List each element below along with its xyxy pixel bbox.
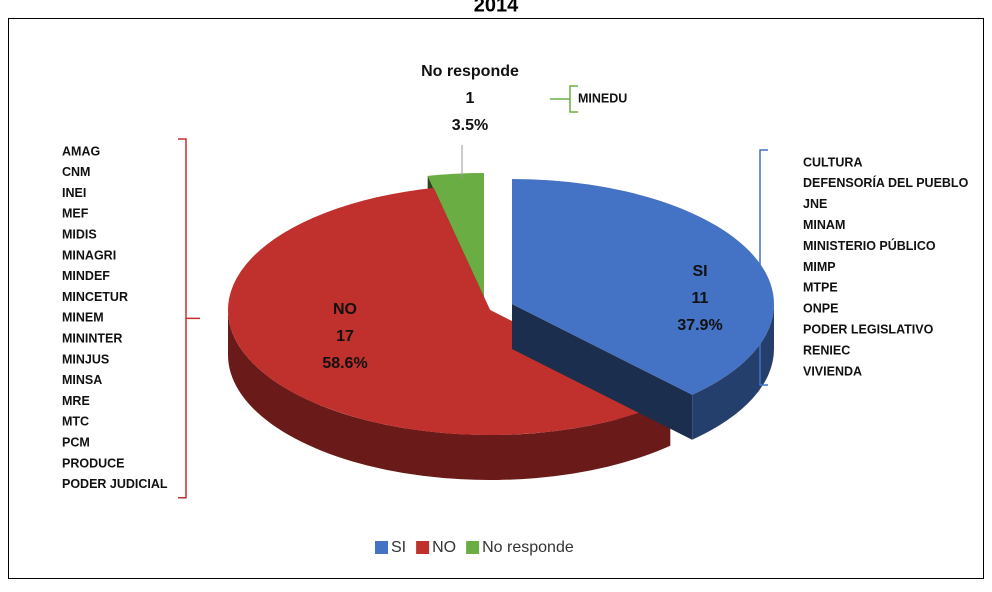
member-name: MINSA — [62, 373, 102, 387]
member-name: MRE — [62, 394, 90, 408]
member-name: RENIEC — [803, 343, 850, 357]
member-name: PODER LEGISLATIVO — [803, 322, 934, 336]
bracket — [755, 149, 768, 386]
pie-slice — [228, 187, 671, 435]
slice-label-percent: 58.6% — [322, 355, 367, 372]
legend-label: NO — [432, 539, 456, 556]
member-name: MIDIS — [62, 227, 97, 241]
legend-swatch — [466, 541, 480, 554]
legend-label: SI — [391, 539, 406, 556]
member-name: DEFENSORÍA DEL PUEBLO — [803, 175, 969, 190]
member-name: MINDEF — [62, 269, 110, 283]
chart-title: 2014 — [474, 0, 519, 16]
chart-frame — [8, 18, 984, 579]
member-name: PRODUCE — [62, 456, 125, 470]
member-name: MINEDU — [578, 91, 627, 105]
member-name: MTC — [62, 415, 89, 429]
member-name: INEI — [62, 186, 86, 200]
slice-label-name: NO — [333, 301, 357, 318]
member-name: MEF — [62, 207, 89, 221]
bracket — [550, 85, 578, 113]
slice-label-value: 17 — [336, 328, 354, 345]
slice-label-percent: 3.5% — [452, 117, 488, 134]
member-name: PODER JUDICIAL — [62, 477, 168, 491]
member-name: MIMP — [803, 260, 836, 274]
member-name: MINEM — [62, 311, 104, 325]
legend-label: No responde — [482, 539, 574, 556]
bracket — [178, 138, 200, 499]
member-name: PCM — [62, 435, 90, 449]
legend-swatch — [416, 541, 430, 554]
legend-swatch — [375, 541, 388, 554]
slice-label-value: 11 — [692, 290, 709, 307]
slice-label-name: SI — [692, 263, 707, 280]
pie-slice — [512, 179, 774, 395]
member-name: MINISTERIO PÚBLICO — [803, 238, 936, 253]
member-name: MININTER — [62, 331, 122, 345]
member-name: MTPE — [803, 281, 838, 295]
member-name: MINCETUR — [62, 290, 128, 304]
member-name: CNM — [62, 165, 90, 179]
slice-label-percent: 37.9% — [677, 317, 722, 334]
member-name: CULTURA — [803, 155, 862, 169]
member-name: MINJUS — [62, 352, 109, 366]
slice-side — [228, 310, 671, 481]
member-name: JNE — [803, 197, 827, 211]
member-name: VIVIENDA — [803, 364, 862, 378]
slice-label-value: 1 — [466, 90, 475, 107]
member-name: ONPE — [803, 302, 838, 316]
member-name: AMAG — [62, 144, 100, 158]
member-name: MINAGRI — [62, 248, 116, 262]
member-name: MINAM — [803, 218, 845, 232]
slice-label-name: No responde — [421, 63, 519, 80]
slice-side — [692, 304, 775, 440]
slice-face — [512, 304, 693, 440]
